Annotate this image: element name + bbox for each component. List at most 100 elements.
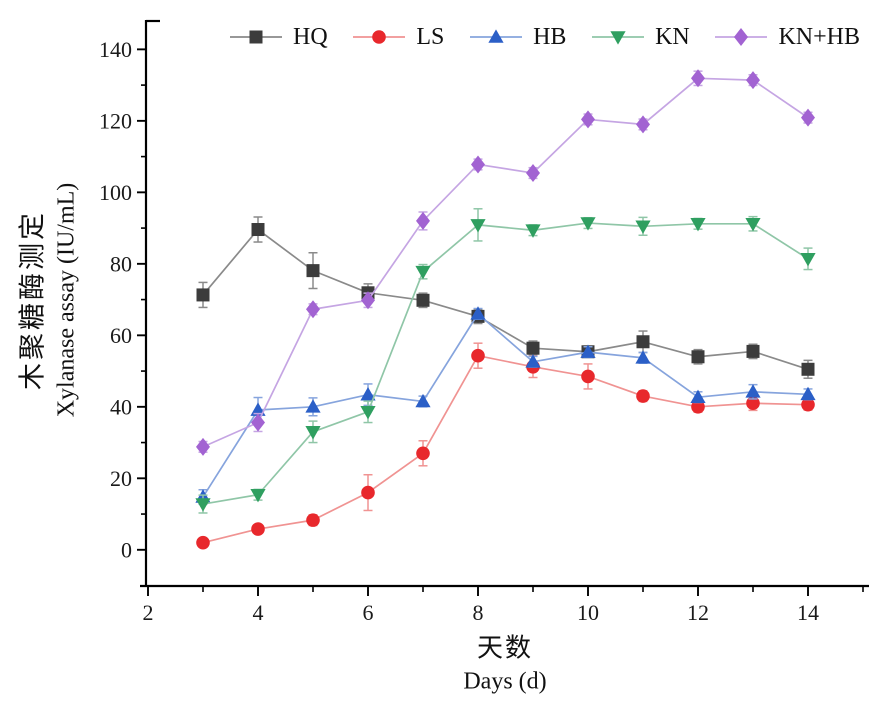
series-KN-marker (635, 220, 651, 234)
series-KN+HB-marker (691, 69, 705, 88)
series-KN+HB-marker (306, 300, 320, 319)
legend-marker-HQ (249, 30, 263, 44)
series-HB-line (202, 313, 809, 498)
x-axis-title-zh: 天数 (476, 633, 534, 663)
x-tick-label: 4 (253, 600, 264, 625)
legend-marker-LS-icon (353, 30, 406, 44)
series-HB-marker (305, 399, 321, 413)
series-HQ-marker (526, 341, 540, 355)
series-KN+HB-marker (581, 110, 595, 129)
series-HQ-marker (196, 288, 210, 302)
series-KN-marker (525, 224, 541, 238)
legend-label-KN+HB: KN+HB (778, 24, 860, 50)
series-HQ-line (202, 228, 809, 371)
series-KN (195, 208, 816, 514)
legend: HQ LS HB KN KN+HB (228, 22, 860, 52)
series-LS-marker (306, 513, 320, 527)
series-KN-marker (360, 406, 376, 420)
x-tick-label: 8 (473, 600, 484, 625)
series-HQ (196, 216, 815, 379)
x-tick-label: 14 (797, 600, 819, 625)
legend-marker-KN+HB-icon (715, 28, 768, 46)
series-KN-marker (800, 253, 816, 267)
series-LS-marker (471, 348, 485, 363)
series-KN+HB-marker (251, 413, 265, 432)
series-HB-marker (470, 306, 486, 320)
legend-marker-HQ-icon (230, 30, 282, 44)
x-axis-title-en: Days (d) (463, 668, 547, 695)
series-KN-marker (305, 426, 321, 440)
series-KN+HB-marker (361, 291, 375, 310)
series-KN+HB-marker (636, 115, 650, 134)
series-KN+HB-marker (801, 108, 815, 127)
y-tick-label: 0 (121, 537, 132, 562)
x-tick-label: 2 (143, 600, 154, 625)
y-tick-label: 80 (110, 251, 132, 276)
series-KN+HB-marker (526, 164, 540, 183)
series-KN+HB-marker (746, 71, 760, 90)
x-tick-label: 6 (363, 600, 374, 625)
legend-item-KN+HB: KN+HB (713, 25, 860, 49)
y-tick-label: 60 (110, 323, 132, 348)
legend-label-HB: HB (533, 24, 567, 50)
series-HQ-marker (801, 362, 815, 376)
series-KN-marker (690, 217, 706, 232)
y-tick-label: 120 (99, 108, 132, 133)
legend-marker-KN+HB (734, 28, 749, 46)
legend-label-HQ: HQ (293, 24, 328, 50)
y-axis-title-en: Xylanase assay (IU/mL) (53, 182, 80, 418)
y-tick-label: 40 (110, 394, 132, 419)
legend-marker-HB-icon (470, 29, 523, 43)
series-LS-marker (416, 446, 430, 461)
y-tick-label: 140 (99, 37, 132, 62)
series-LS-marker (361, 485, 375, 500)
series-KN-marker (250, 488, 266, 503)
series-HQ-marker (416, 293, 430, 307)
series-LS-marker (581, 369, 595, 384)
series-HB-marker (415, 393, 431, 408)
series-LS-line (202, 354, 809, 544)
series-LS-marker (691, 400, 705, 414)
series-HB-marker (745, 384, 761, 398)
series-HB-marker (800, 386, 816, 401)
series-LS-marker (636, 389, 650, 403)
series-KN+HB-marker (416, 211, 430, 230)
legend-marker-KN-icon (592, 31, 645, 45)
series-KN-line (202, 222, 809, 505)
series-KN-marker (470, 219, 486, 233)
series-LS-marker (196, 535, 210, 550)
legend-item-HB: HB (468, 25, 566, 49)
series-HB-marker (525, 354, 541, 368)
series-KN-marker (195, 498, 211, 512)
series-KN+HB-line (202, 77, 809, 448)
series-LS-marker (251, 522, 265, 536)
series-HQ-marker (306, 264, 320, 278)
legend-label-KN: KN (655, 24, 690, 50)
legend-marker-LS (372, 30, 387, 44)
series-HQ-marker (691, 350, 705, 364)
y-tick-label: 100 (99, 180, 132, 205)
series-KN-marker (415, 265, 431, 280)
series-LS (196, 342, 815, 550)
series-LS-marker (801, 397, 815, 412)
y-tick-label: 20 (110, 466, 132, 491)
series-HB-marker (360, 387, 376, 401)
series-HB-marker (250, 402, 266, 416)
series-KN+HB-marker (471, 155, 485, 174)
series-KN-marker (745, 217, 761, 232)
x-tick-label: 12 (687, 600, 709, 625)
legend-item-KN: KN (590, 25, 690, 49)
series-HQ-marker (636, 335, 650, 349)
legend-label-LS: LS (416, 24, 445, 50)
legend-item-HQ: HQ (228, 25, 328, 49)
legend-item-LS: LS (351, 25, 444, 49)
series-HB-marker (690, 389, 706, 403)
series-HB-marker (580, 344, 596, 358)
y-axis-title-zh: 木聚糖酶测定 (17, 210, 48, 390)
series-KN+HB (196, 69, 815, 456)
x-tick-label: 10 (577, 600, 599, 625)
series-HB-marker (635, 350, 651, 364)
series-HQ-marker (746, 344, 760, 358)
